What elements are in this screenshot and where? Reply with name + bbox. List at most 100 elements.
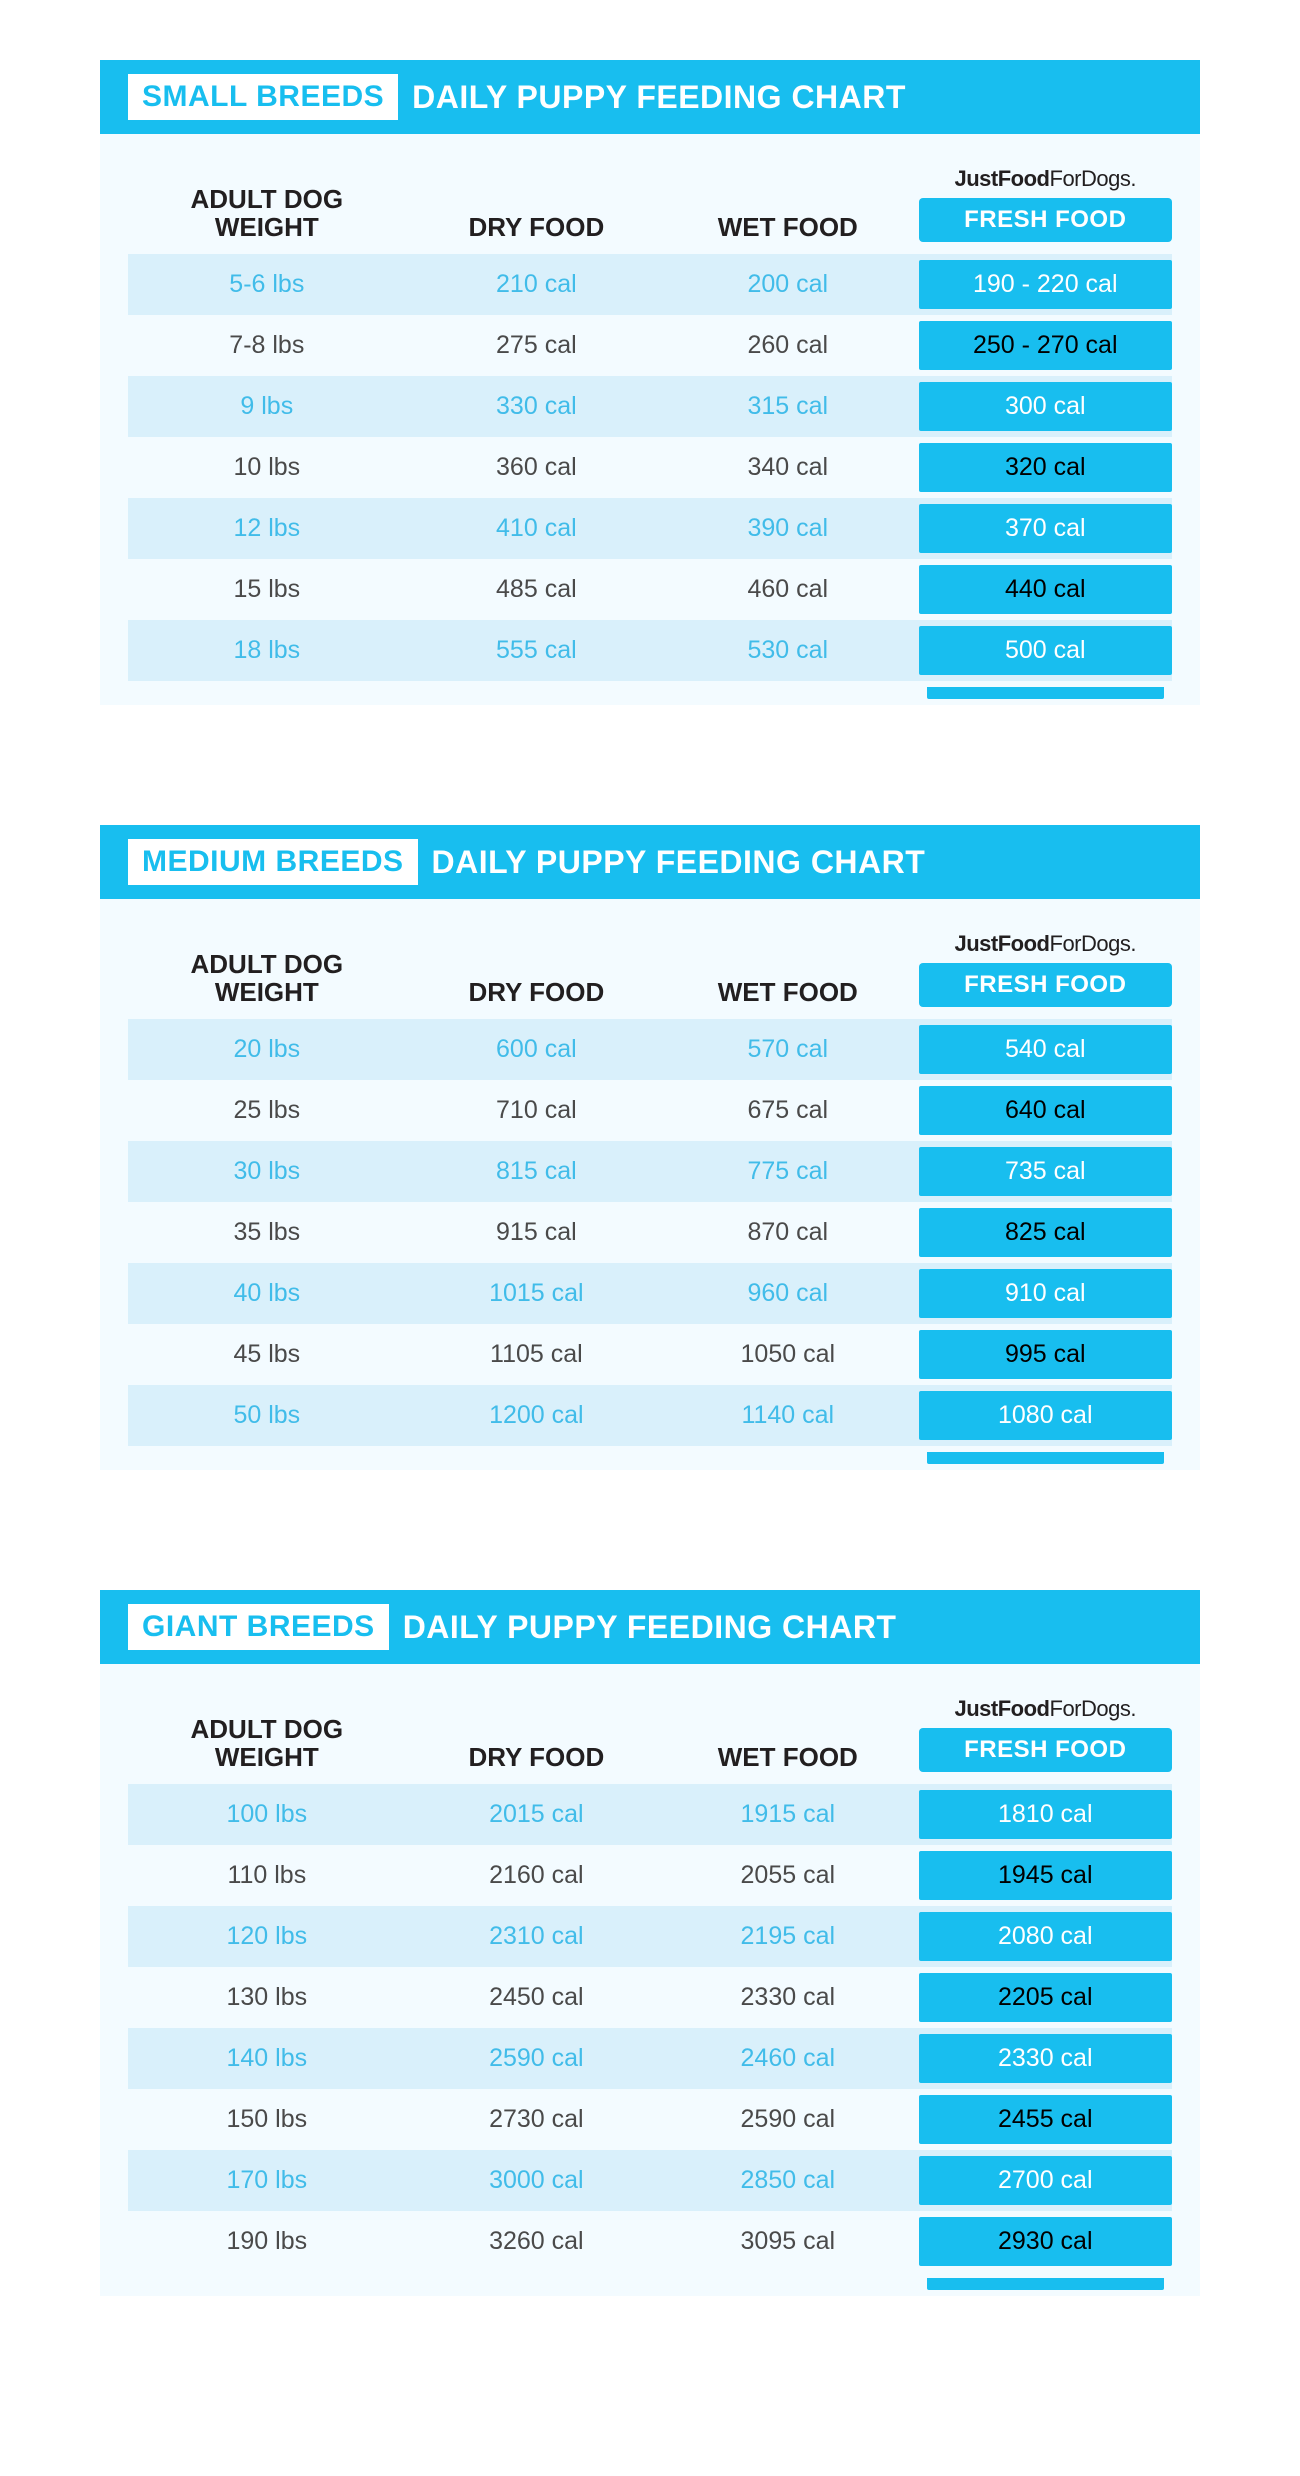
table-row: 130 lbs2450 cal2330 cal2205 cal [128, 1967, 1172, 2028]
chart-title-bar: MEDIUM BREEDSDAILY PUPPY FEEDING CHART [100, 825, 1200, 899]
cell-weight: 130 lbs [128, 1975, 406, 2020]
chart-title-suffix: DAILY PUPPY FEEDING CHART [432, 844, 926, 881]
cell-weight: 50 lbs [128, 1393, 406, 1438]
brand-bold: JustFood [955, 931, 1050, 956]
cell-dry: 485 cal [416, 567, 657, 612]
cell-weight: 25 lbs [128, 1088, 406, 1133]
cell-wet: 390 cal [667, 506, 908, 551]
cell-fresh: 2930 cal [919, 2217, 1173, 2266]
cell-dry: 600 cal [416, 1027, 657, 1072]
col-header-weight-l2: WEIGHT [128, 213, 406, 242]
cell-fresh: 190 - 220 cal [919, 260, 1173, 309]
cell-fresh: 910 cal [919, 1269, 1173, 1318]
table-row: 45 lbs1105 cal1050 cal995 cal [128, 1324, 1172, 1385]
col-header-weight-l1: ADULT DOG [128, 1715, 406, 1744]
cell-weight: 10 lbs [128, 445, 406, 490]
brand-rest: ForDogs. [1050, 1696, 1136, 1721]
col-header-weight: ADULT DOGWEIGHT [128, 950, 406, 1007]
table-row: 9 lbs330 cal315 cal300 cal [128, 376, 1172, 437]
cell-fresh: 250 - 270 cal [919, 321, 1173, 370]
col-header-fresh: JustFoodForDogs. FRESH FOOD [919, 1696, 1173, 1772]
cell-weight: 120 lbs [128, 1914, 406, 1959]
cell-dry: 3260 cal [416, 2219, 657, 2264]
table-row: 100 lbs2015 cal1915 cal1810 cal [128, 1784, 1172, 1845]
cell-wet: 2460 cal [667, 2036, 908, 2081]
column-headers: ADULT DOGWEIGHTDRY FOODWET FOODJustFoodF… [100, 899, 1200, 1019]
cell-dry: 2450 cal [416, 1975, 657, 2020]
cell-dry: 2730 cal [416, 2097, 657, 2142]
brand-bold: JustFood [955, 166, 1050, 191]
cell-weight: 5-6 lbs [128, 262, 406, 307]
cell-weight: 110 lbs [128, 1853, 406, 1898]
cell-wet: 2850 cal [667, 2158, 908, 2203]
table-row: 25 lbs710 cal675 cal640 cal [128, 1080, 1172, 1141]
table-row: 7-8 lbs275 cal260 cal250 - 270 cal [128, 315, 1172, 376]
table-row: 120 lbs2310 cal2195 cal2080 cal [128, 1906, 1172, 1967]
cell-fresh: 1080 cal [919, 1391, 1173, 1440]
cell-fresh: 300 cal [919, 382, 1173, 431]
chart-title-suffix: DAILY PUPPY FEEDING CHART [412, 79, 906, 116]
cell-fresh: 2080 cal [919, 1912, 1173, 1961]
cell-dry: 3000 cal [416, 2158, 657, 2203]
table-row: 12 lbs410 cal390 cal370 cal [128, 498, 1172, 559]
fresh-food-pill: FRESH FOOD [919, 1728, 1173, 1772]
col-header-fresh: JustFoodForDogs.FRESH FOOD [919, 166, 1173, 242]
col-header-dry: DRY FOOD [416, 978, 657, 1007]
col-header-weight-l2: WEIGHT [128, 978, 406, 1007]
cell-wet: 2330 cal [667, 1975, 908, 2020]
cell-wet: 340 cal [667, 445, 908, 490]
cell-weight: 150 lbs [128, 2097, 406, 2142]
col-header-weight-l2: WEIGHT [128, 1743, 406, 1772]
brand-rest: ForDogs. [1050, 166, 1136, 191]
breed-badge: GIANT BREEDS [128, 1604, 389, 1650]
chart-tail [100, 2278, 1200, 2290]
cell-wet: 570 cal [667, 1027, 908, 1072]
cell-dry: 2590 cal [416, 2036, 657, 2081]
cell-dry: 210 cal [416, 262, 657, 307]
cell-weight: 9 lbs [128, 384, 406, 429]
table-row: 170 lbs3000 cal2850 cal2700 cal [128, 2150, 1172, 2211]
cell-dry: 915 cal [416, 1210, 657, 1255]
cell-fresh: 320 cal [919, 443, 1173, 492]
cell-weight: 40 lbs [128, 1271, 406, 1316]
cell-fresh: 2700 cal [919, 2156, 1173, 2205]
cell-fresh: 540 cal [919, 1025, 1173, 1074]
cell-dry: 2015 cal [416, 1792, 657, 1837]
feeding-chart: GIANT BREEDS DAILY PUPPY FEEDING CHART ADU… [100, 1590, 1200, 2296]
feeding-chart: SMALL BREEDSDAILY PUPPY FEEDING CHARTADU… [100, 60, 1200, 705]
cell-weight: 18 lbs [128, 628, 406, 673]
column-headers: ADULT DOGWEIGHTDRY FOODWET FOODJustFoodF… [100, 134, 1200, 254]
cell-weight: 35 lbs [128, 1210, 406, 1255]
cell-fresh: 1810 cal [919, 1790, 1173, 1839]
col-header-wet: WET FOOD [667, 978, 908, 1007]
cell-weight: 45 lbs [128, 1332, 406, 1377]
fresh-food-pill: FRESH FOOD [919, 963, 1173, 1007]
table-row: 110 lbs2160 cal2055 cal1945 cal [128, 1845, 1172, 1906]
cell-fresh: 2205 cal [919, 1973, 1173, 2022]
cell-wet: 1050 cal [667, 1332, 908, 1377]
cell-weight: 100 lbs [128, 1792, 406, 1837]
cell-wet: 2055 cal [667, 1853, 908, 1898]
cell-wet: 1140 cal [667, 1393, 908, 1438]
brand-bold: JustFood [955, 1696, 1050, 1721]
col-header-weight-l1: ADULT DOG [128, 185, 406, 214]
brand-label: JustFoodForDogs. [919, 931, 1173, 957]
table-row: 35 lbs915 cal870 cal825 cal [128, 1202, 1172, 1263]
cell-weight: 7-8 lbs [128, 323, 406, 368]
chart-title-suffix: DAILY PUPPY FEEDING CHART [403, 1609, 897, 1646]
cell-wet: 200 cal [667, 262, 908, 307]
cell-wet: 315 cal [667, 384, 908, 429]
cell-dry: 2160 cal [416, 1853, 657, 1898]
table-row: 190 lbs3260 cal3095 cal2930 cal [128, 2211, 1172, 2272]
cell-dry: 360 cal [416, 445, 657, 490]
cell-wet: 460 cal [667, 567, 908, 612]
cell-weight: 140 lbs [128, 2036, 406, 2081]
table-row: 15 lbs485 cal460 cal440 cal [128, 559, 1172, 620]
cell-dry: 1015 cal [416, 1271, 657, 1316]
cell-fresh: 825 cal [919, 1208, 1173, 1257]
table-row: 5-6 lbs210 cal200 cal190 - 220 cal [128, 254, 1172, 315]
chart-tail [100, 687, 1200, 699]
col-header-wet: WET FOOD [667, 1743, 908, 1772]
feeding-chart: MEDIUM BREEDSDAILY PUPPY FEEDING CHART AD… [100, 825, 1200, 1470]
cell-wet: 1915 cal [667, 1792, 908, 1837]
